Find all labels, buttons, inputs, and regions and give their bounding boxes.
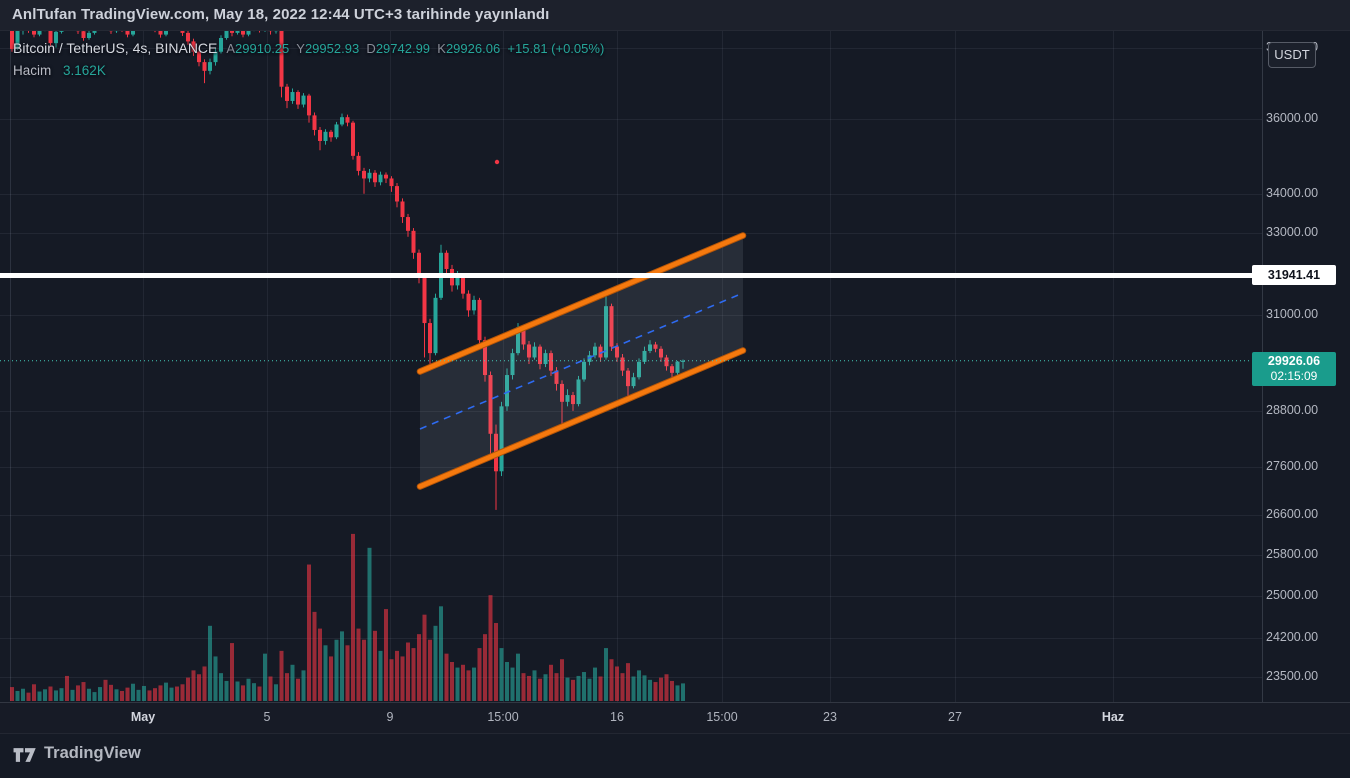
- price-axis-label: 25000.00: [1266, 587, 1319, 602]
- currency-toggle-button[interactable]: USDT: [1268, 42, 1316, 68]
- price-axis-label: 28800.00: [1266, 402, 1319, 417]
- dot-marker: [494, 159, 500, 165]
- price-axis-label: 34000.00: [1266, 185, 1319, 200]
- symbol-title[interactable]: Bitcoin / TetherUS, 4s, BINANCE: [13, 40, 218, 56]
- time-axis-label: Haz: [1101, 710, 1125, 724]
- last-price-value: 29926.06: [1267, 353, 1321, 368]
- price-axis-label: 27600.00: [1266, 458, 1319, 473]
- volume-label: Hacim: [13, 63, 52, 78]
- price-axis[interactable]: 38000.0036000.0034000.0033000.0031000.00…: [1252, 30, 1350, 702]
- grid: [0, 30, 1262, 702]
- high-label: Y: [296, 41, 305, 56]
- volume-series: [10, 533, 685, 701]
- change-value: +15.81 (+0.05%): [507, 41, 605, 56]
- close-label: K: [437, 41, 446, 56]
- price-axis-label: 33000.00: [1266, 224, 1319, 239]
- chart-pane: [0, 30, 1262, 702]
- high-value: 29952.93: [304, 41, 360, 56]
- time-axis-label: 5: [263, 710, 271, 724]
- low-value: 29742.99: [375, 41, 431, 56]
- open-label: A: [226, 41, 236, 56]
- bar-countdown: 02:15:09: [1270, 368, 1318, 383]
- time-axis-label: May: [130, 710, 156, 724]
- time-axis-label: 23: [823, 710, 837, 724]
- parallel-channel-drawing[interactable]: [416, 232, 747, 490]
- price-axis-label: 25800.00: [1266, 546, 1319, 561]
- volume-value: 3.162K: [63, 63, 106, 78]
- publish-info: AnlTufan TradingView.com, May 18, 2022 1…: [12, 6, 550, 23]
- time-axis-label: 9: [386, 710, 394, 724]
- open-value: 29910.25: [235, 41, 290, 56]
- tradingview-brand-link[interactable]: TradingView: [44, 744, 141, 762]
- tradingview-logo-icon[interactable]: [12, 744, 38, 766]
- footer: TradingView: [0, 732, 1350, 778]
- price-axis-label: 24200.00: [1266, 630, 1319, 645]
- last-price-label: 29926.06 02:15:09: [1252, 351, 1336, 386]
- time-axis-label: 15:00: [487, 710, 519, 724]
- price-axis-label: 36000.00: [1266, 111, 1319, 125]
- publish-header: AnlTufan TradingView.com, May 18, 2022 1…: [0, 0, 1350, 31]
- time-axis-label: 15:00: [706, 710, 738, 724]
- close-value: 29926.06: [445, 41, 501, 56]
- price-axis-label: 23500.00: [1266, 668, 1319, 683]
- chart-legend: Bitcoin / TetherUS, 4s, BINANCE A29910.25…: [13, 40, 604, 78]
- price-axis-label: 26600.00: [1266, 506, 1319, 521]
- hline-price-label: 31941.41: [1252, 265, 1336, 286]
- time-axis-label: 16: [610, 710, 624, 724]
- candle-series: [10, 30, 685, 510]
- low-label: D: [366, 41, 376, 56]
- time-axis-label: 27: [948, 710, 962, 724]
- time-axis[interactable]: May 5 9 15:00 16 15:00 23 27 Haz: [0, 702, 1350, 734]
- price-axis-label: 31000.00: [1266, 306, 1319, 321]
